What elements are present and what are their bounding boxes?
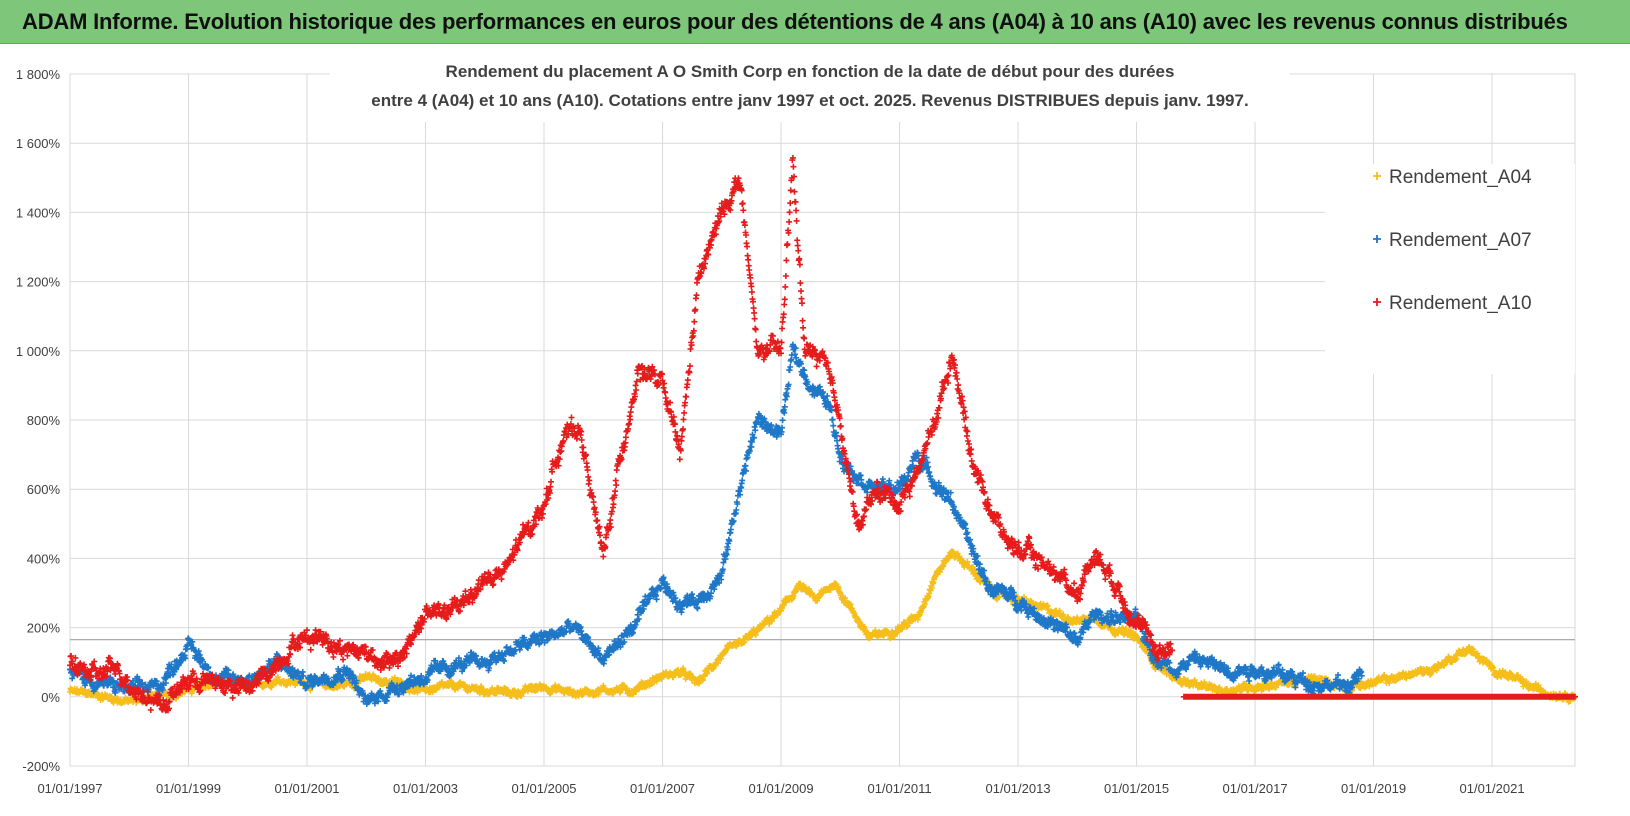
series-markers-Rendement_A10 [67, 154, 1578, 714]
y-tick-label: 0% [41, 690, 60, 705]
y-tick-label: 1 000% [16, 344, 61, 359]
chart-legend: Rendement_A04 Rendement_A07 Rendement_A10 [1325, 164, 1575, 374]
y-tick-label: 1 600% [16, 136, 61, 151]
legend-label: Rendement_A04 [1389, 167, 1532, 188]
x-tick-label: 01/01/2021 [1460, 781, 1525, 796]
x-tick-label: 01/01/2017 [1223, 781, 1288, 796]
y-tick-label: 800% [27, 413, 61, 428]
x-tick-label: 01/01/2013 [985, 781, 1050, 796]
legend-entry-Rendement_A04: Rendement_A04 [1373, 167, 1532, 188]
legend-label: Rendement_A07 [1389, 230, 1532, 251]
report-title: ADAM Informe. Evolution historique des p… [22, 8, 1568, 34]
x-tick-label: 01/01/2019 [1341, 781, 1406, 796]
x-tick-label: 01/01/2009 [748, 781, 813, 796]
legend-background [1325, 164, 1575, 374]
legend-label: Rendement_A10 [1389, 293, 1532, 314]
y-tick-label: 1 800% [16, 67, 61, 82]
y-tick-label: 1 200% [16, 275, 61, 290]
chart-title-line-1: Rendement du placement A O Smith Corp en… [446, 62, 1175, 81]
x-tick-label: 01/01/1997 [37, 781, 102, 796]
legend-marker [1373, 235, 1381, 243]
x-tick-label: 01/01/2011 [867, 781, 931, 796]
chart-background [0, 44, 1630, 816]
series-Rendement_A10 [67, 154, 1578, 714]
scatter-chart: -200% 0% 200% 400% 600% 800% 1 000% 1 200% 1 400… [0, 44, 1630, 816]
report-banner: ADAM Informe. Evolution historique des p… [0, 0, 1630, 44]
data-points [67, 154, 1578, 714]
legend-entry-Rendement_A10: Rendement_A10 [1373, 293, 1532, 314]
y-axis-ticks: -200% 0% 200% 400% 600% 800% 1 000% 1 200% 1 400… [16, 67, 61, 774]
y-tick-label: 1 400% [16, 205, 61, 220]
x-axis-ticks: 01/01/1997 01/01/1999 01/01/2001 01/01/2003… [37, 781, 1524, 796]
legend-marker [1373, 298, 1381, 306]
y-tick-label: 400% [27, 551, 61, 566]
x-tick-label: 01/01/2003 [393, 781, 458, 796]
y-tick-label: 200% [27, 621, 61, 636]
y-tick-label: -200% [22, 759, 60, 774]
x-tick-label: 01/01/2015 [1104, 781, 1169, 796]
x-tick-label: 01/01/2001 [274, 781, 339, 796]
legend-entry-Rendement_A07: Rendement_A07 [1373, 230, 1532, 251]
x-tick-label: 01/01/2005 [511, 781, 576, 796]
chart-title-line-2: entre 4 (A04) et 10 ans (A10). Cotations… [371, 91, 1248, 110]
legend-marker [1373, 172, 1381, 180]
y-tick-label: 600% [27, 482, 61, 497]
chart-title-background [330, 52, 1290, 122]
x-tick-label: 01/01/2007 [630, 781, 695, 796]
x-tick-label: 01/01/1999 [156, 781, 221, 796]
